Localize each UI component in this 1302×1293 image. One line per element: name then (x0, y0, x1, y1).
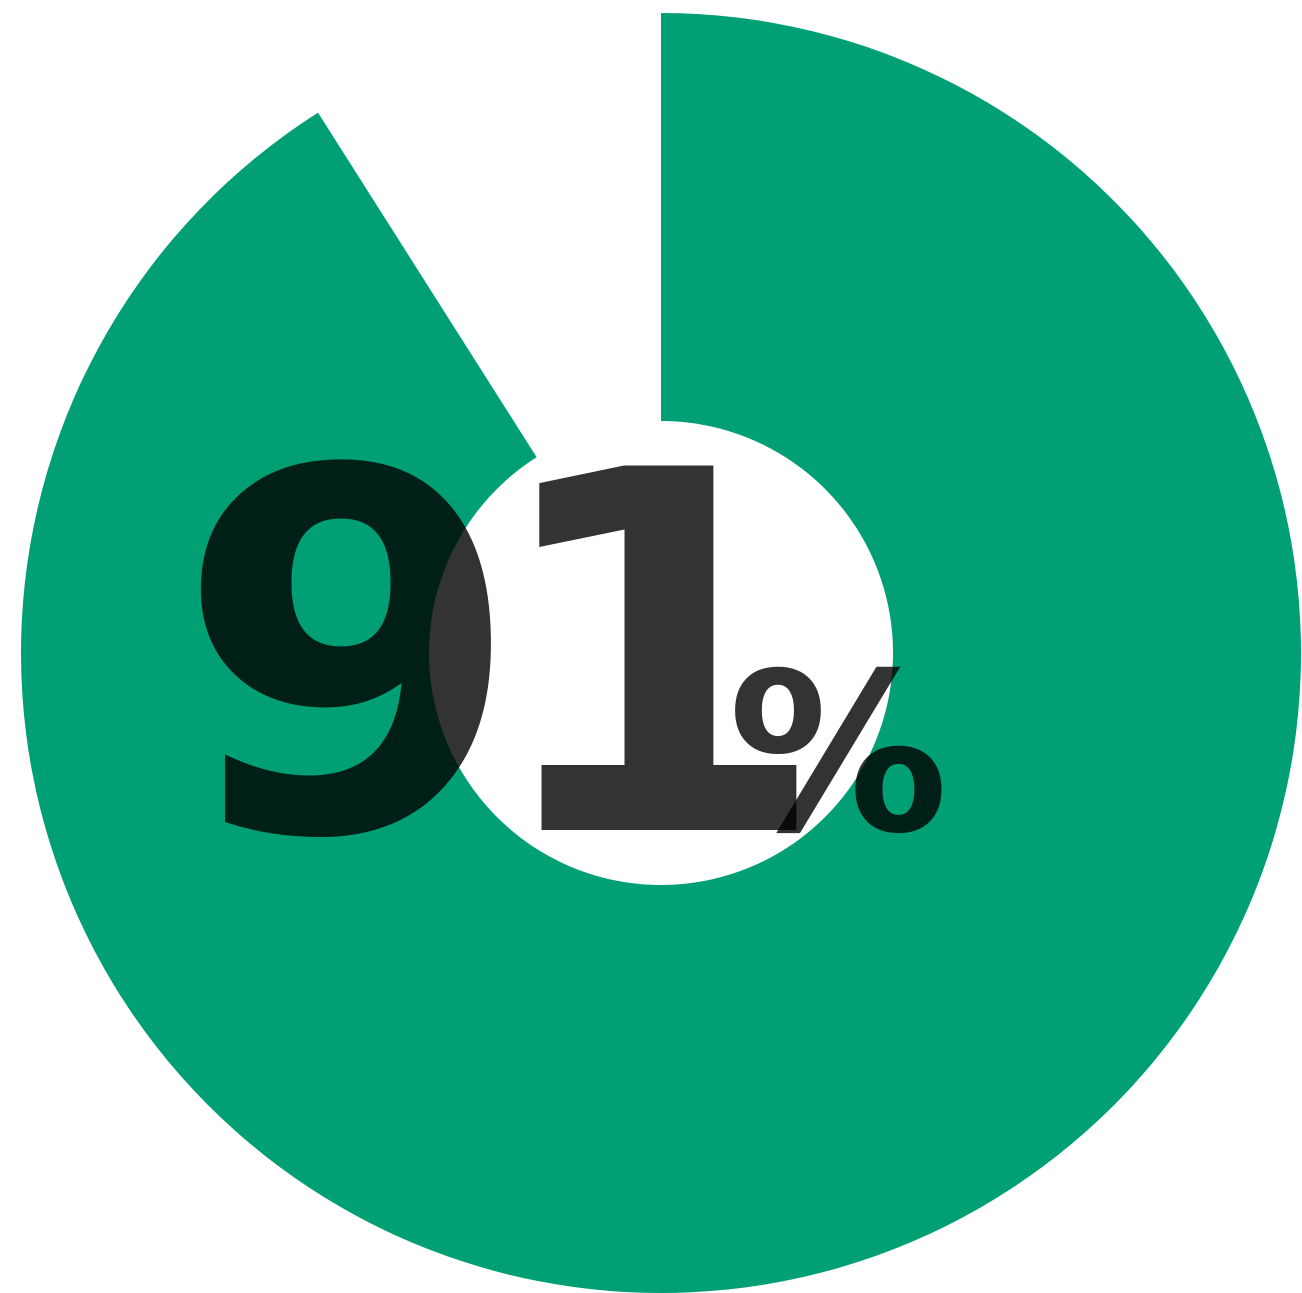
slice-remainder (318, 13, 661, 458)
slice-filled (20, 13, 1301, 1293)
percentage-unit: % (728, 626, 948, 882)
donut-slices (20, 13, 1301, 1293)
percentage-value: 91 (175, 366, 803, 948)
